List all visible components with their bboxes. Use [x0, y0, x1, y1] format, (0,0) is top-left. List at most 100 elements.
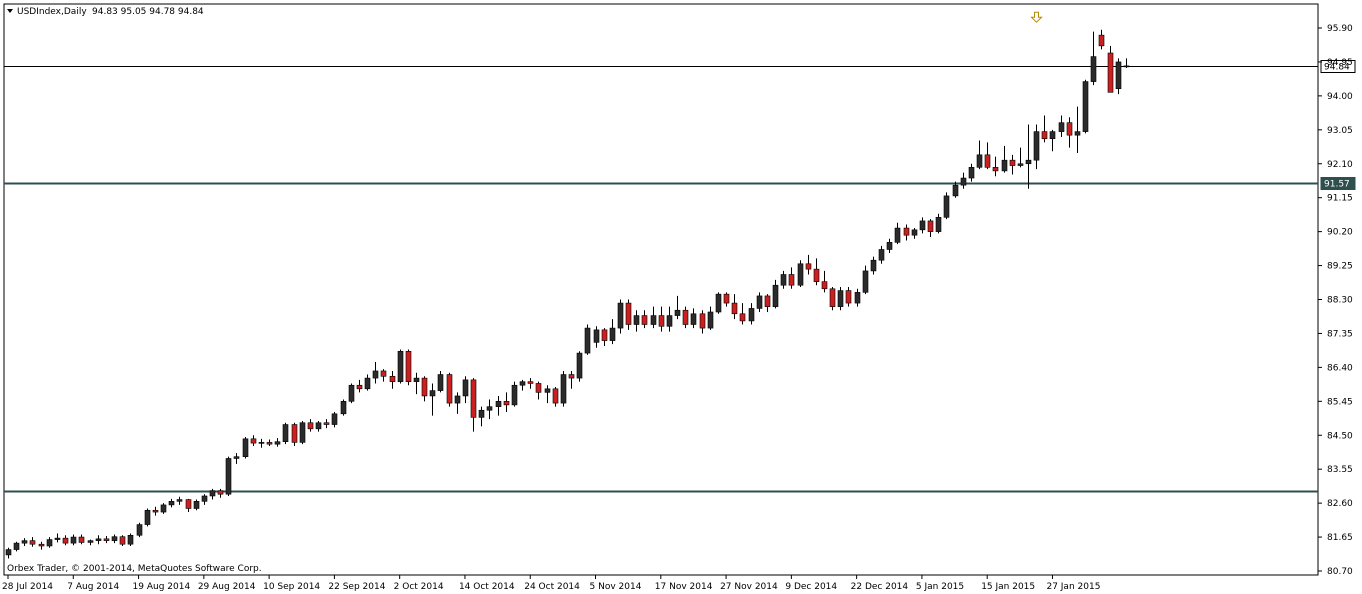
header-info: USDIndex,Daily 94.83 95.05 94.78 94.84 [7, 7, 204, 17]
bear-candle-body [185, 499, 192, 509]
bull-candle-body [748, 308, 755, 322]
bear-candle-body [503, 401, 510, 406]
x-axis: 28 Jul 2014 7 Aug 2014 19 Aug 2014 29 Aug 2… [2, 575, 1100, 592]
x-tick-label: 27 Nov 2014 [720, 582, 778, 592]
bull-candle-body [144, 509, 151, 525]
bull-candle-body [780, 274, 787, 286]
bear-candle-body [291, 424, 298, 443]
x-tick-label: 5 Nov 2014 [590, 582, 642, 592]
bull-candle-body [331, 413, 338, 425]
bull-candle-body [209, 490, 216, 497]
x-tick-label: 10 Sep 2014 [263, 582, 320, 592]
bull-candle-body [690, 313, 697, 325]
bull-candle-body [299, 422, 306, 443]
bull-candle-body [919, 220, 926, 231]
level-label: 94.84 [1324, 63, 1350, 73]
x-tick-label: 7 Aug 2014 [67, 582, 119, 592]
bear-candle-body [805, 263, 812, 270]
bull-candle-body [21, 540, 28, 544]
bear-candle-body [250, 438, 257, 444]
bull-candle-body [13, 542, 20, 550]
bear-candle-body [152, 509, 159, 513]
y-tick-label: 82.60 [1327, 499, 1353, 509]
bull-candle-body [1090, 56, 1097, 82]
copyright-text: Orbex Trader, © 2001-2014, MetaQuotes So… [7, 564, 262, 574]
bear-candle-body [984, 154, 991, 168]
bull-candle-body [935, 217, 942, 232]
bear-candle-body [119, 536, 126, 545]
bull-candle-body [1017, 163, 1024, 166]
bear-candle-body [78, 536, 85, 543]
bear-candle-body [723, 293, 730, 304]
bull-candle-body [176, 499, 183, 502]
bear-candle-body [1041, 131, 1048, 140]
bull-candle-body [258, 442, 265, 444]
y-tick-label: 92.10 [1327, 160, 1353, 170]
bull-candle-body [911, 229, 918, 236]
bear-candle-body [992, 167, 999, 172]
bear-candle-body [1107, 52, 1114, 93]
x-tick-label: 9 Dec 2014 [785, 582, 837, 592]
dropdown-triangle-icon[interactable] [7, 9, 13, 13]
bull-candle-body [95, 538, 102, 541]
bull-candle-body [886, 242, 893, 250]
bear-candle-body [389, 376, 396, 382]
bull-candle-body [666, 315, 673, 327]
bear-candle-body [217, 490, 224, 495]
bear-candle-body [788, 274, 795, 286]
bull-candle-body [617, 302, 624, 329]
bear-candle-body [625, 302, 632, 325]
bull-candle-body [1082, 81, 1089, 132]
level-label-box [1320, 60, 1356, 73]
bear-candle-body [38, 543, 45, 547]
bear-candle-body [421, 377, 428, 397]
bull-candle-body [870, 259, 877, 272]
bull-candle-body [1033, 131, 1040, 161]
bear-candle-body [1066, 122, 1073, 136]
bear-candle-body [103, 538, 110, 541]
y-tick-label: 88.30 [1327, 296, 1353, 306]
bull-candle-body [454, 395, 461, 404]
bull-candle-body [437, 374, 444, 391]
x-tick-label: 14 Oct 2014 [459, 582, 515, 592]
bear-candle-body [813, 268, 820, 282]
bear-candle-body [470, 379, 477, 418]
bear-candle-body [527, 381, 534, 384]
bear-candle-body [764, 295, 771, 307]
y-tick-label: 89.25 [1327, 262, 1353, 272]
bull-candle-body [1025, 159, 1032, 165]
bear-candle-body [1009, 159, 1016, 166]
y-tick-label: 87.35 [1327, 329, 1353, 339]
bull-candle-body [462, 379, 469, 397]
bull-candle-body [943, 195, 950, 218]
x-tick-label: 22 Dec 2014 [851, 582, 909, 592]
bull-candle-body [315, 422, 322, 430]
bull-candle-body [495, 401, 502, 407]
y-tick-label: 86.40 [1327, 363, 1353, 373]
x-tick-label: 24 Oct 2014 [524, 582, 580, 592]
bull-candle-body [348, 384, 355, 402]
bull-candle-body [233, 456, 240, 459]
bull-candle-body [650, 315, 657, 325]
bull-candle-body [756, 295, 763, 309]
bear-candle-body [829, 288, 836, 307]
bear-candle-body [821, 281, 828, 290]
bull-candle-body [952, 184, 959, 197]
bull-candle-body [46, 539, 53, 547]
bull-candle-body [976, 154, 983, 168]
bull-candle-body [960, 177, 967, 186]
bull-candle-body [225, 458, 232, 495]
x-tick-label: 28 Jul 2014 [2, 582, 53, 592]
bull-candle-body [429, 390, 436, 397]
arrow-marker-group [1030, 11, 1043, 23]
y-tick-label: 91.15 [1327, 194, 1353, 204]
bull-candle-body [576, 352, 583, 379]
bear-candle-body [568, 374, 575, 379]
ohlc-values: 94.83 95.05 94.78 94.84 [92, 7, 204, 17]
bull-candle-body [1115, 61, 1122, 90]
bear-candle-body [307, 422, 314, 430]
bull-candle-body [397, 350, 404, 382]
bull-candle-body [878, 249, 885, 261]
bull-candle-body [837, 290, 844, 307]
bull-candle-body [1049, 131, 1056, 140]
